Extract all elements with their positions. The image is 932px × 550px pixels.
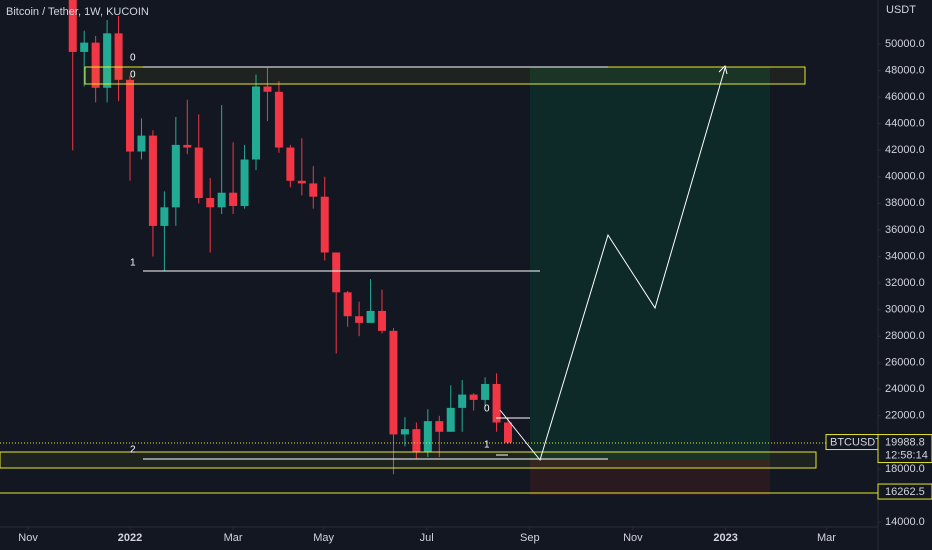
candles [68, 0, 513, 475]
y-tick-label: 18000.0 [885, 463, 925, 475]
x-tick-label: Nov [18, 532, 38, 544]
candle-body [91, 42, 100, 88]
candle-body [148, 135, 157, 226]
y-tick-label: 22000.0 [885, 410, 925, 422]
resistance-box [84, 66, 806, 85]
candle-body [286, 147, 295, 181]
candle-body [343, 292, 352, 317]
candle-body [194, 147, 203, 199]
candle-body [274, 91, 283, 148]
candle-body [68, 0, 77, 52]
y-tick-label: 26000.0 [885, 357, 925, 369]
candle-body [320, 196, 329, 253]
fib-label: 0 [130, 70, 136, 81]
candle-body [126, 79, 135, 152]
candle-body [183, 144, 192, 148]
candle-body [206, 198, 215, 208]
candle-body [423, 421, 432, 452]
candle-body [217, 192, 226, 208]
stop-zone [530, 460, 770, 495]
projection-path [499, 67, 726, 462]
candle-body [229, 192, 238, 206]
target-zone [530, 67, 770, 460]
candle-body [297, 180, 306, 184]
y-tick-label: 28000.0 [885, 330, 925, 342]
x-tick-label: Mar [224, 532, 243, 544]
candle-body [309, 183, 318, 197]
candle-body [366, 310, 375, 323]
y-tick-label: 42000.0 [885, 144, 925, 156]
fib-label: 1 [130, 258, 136, 269]
y-tick-label: 36000.0 [885, 224, 925, 236]
y-tick-label: 40000.0 [885, 171, 925, 183]
candle-body [171, 144, 180, 208]
fib-label: 1 [484, 440, 490, 451]
y-tick-label: 24000.0 [885, 383, 925, 395]
y-tick-label: 44000.0 [885, 118, 925, 130]
fib-label: 0 [484, 404, 490, 415]
chart-title: Bitcoin / Tether, 1W, KUCOIN [6, 6, 149, 18]
y-tick-label: 14000.0 [885, 516, 925, 528]
fib-label: 2 [130, 445, 136, 456]
candle-body [240, 159, 249, 206]
candle-body [492, 383, 501, 423]
x-tick-label: 2022 [118, 532, 142, 544]
support-box [0, 451, 817, 469]
candle-body [481, 383, 490, 400]
candle-body [435, 421, 444, 432]
last-price-label: 19988.8 [885, 436, 925, 448]
y-axis-unit: USDT [886, 4, 916, 16]
candle-body [80, 42, 89, 52]
level-tag-box [877, 483, 932, 500]
y-tick-label: 34000.0 [885, 250, 925, 262]
candle-body [504, 422, 513, 443]
candle-body [400, 429, 409, 435]
level-price-label: 16262.5 [885, 486, 925, 498]
projection-arrow [718, 65, 728, 75]
candle-body [389, 330, 398, 435]
x-tick-label: 2023 [713, 532, 737, 544]
price-tag-box [877, 434, 932, 464]
candle-body [458, 394, 467, 408]
candle-body [137, 135, 146, 152]
y-tick-label: 38000.0 [885, 197, 925, 209]
candle-body [446, 407, 455, 432]
candle-body [355, 316, 364, 323]
candle-body [412, 429, 421, 452]
drawings: 0 0 1 0 1 2 [0, 53, 878, 495]
candle-body [252, 86, 261, 160]
y-tick-label: 50000.0 [885, 38, 925, 50]
x-tick-label: Mar [817, 532, 836, 544]
x-tick-label: May [313, 532, 334, 544]
candle-body [103, 33, 112, 88]
candle-body [160, 207, 169, 226]
x-tick-label: Nov [623, 532, 643, 544]
candle-body [332, 252, 341, 293]
candle-body [378, 310, 387, 331]
symbol-tag: BTCUSDT [830, 436, 882, 448]
y-tick-label: 30000.0 [885, 303, 925, 315]
x-tick-label: Sep [520, 532, 540, 544]
candle-body [263, 86, 272, 92]
y-tick-label: 46000.0 [885, 91, 925, 103]
y-tick-label: 32000.0 [885, 277, 925, 289]
candle-body [114, 33, 123, 80]
candle-body [469, 394, 478, 400]
y-tick-label: 48000.0 [885, 64, 925, 76]
fib-label: 0 [130, 53, 136, 64]
x-tick-label: Jul [420, 532, 434, 544]
countdown-label: 12:58:14 [885, 449, 928, 461]
